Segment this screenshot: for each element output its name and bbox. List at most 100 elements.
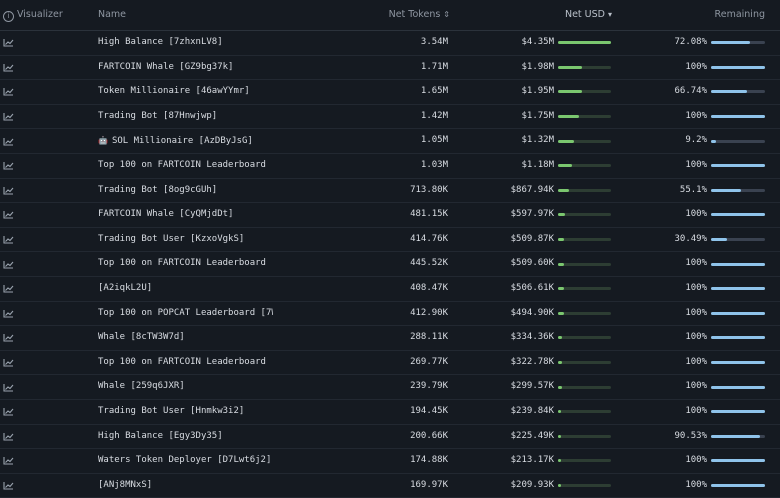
chart-icon[interactable] xyxy=(3,425,15,449)
chart-icon[interactable] xyxy=(3,228,15,252)
table-row[interactable]: Top 100 on FARTCOIN Leaderboard [… 445.52… xyxy=(0,252,780,277)
holder-name-text: [A2iqkL2U] xyxy=(98,282,153,293)
remaining-bar xyxy=(711,474,765,498)
table-row[interactable]: Top 100 on FARTCOIN Leaderboard [… 269.77… xyxy=(0,351,780,376)
holder-name[interactable]: Trading Bot [8og9cGUh] xyxy=(98,179,273,203)
remaining-value: 100% xyxy=(685,405,707,416)
remaining-bar-fill xyxy=(711,385,765,389)
table-row[interactable]: Trading Bot [87Hnwjwp] 1.42M $1.75M 100% xyxy=(0,105,780,130)
header-net-usd[interactable]: Net USD ▾ xyxy=(565,0,612,30)
holder-name[interactable]: Whale [8cTW3W7d] xyxy=(98,326,273,350)
chart-icon[interactable] xyxy=(3,474,15,498)
table-row[interactable]: FARTCOIN Whale [GZ9bg37k] 1.71M $1.98M 100% xyxy=(0,56,780,81)
remaining-value: 100% xyxy=(685,61,707,72)
holder-name-text: Top 100 on FARTCOIN Leaderboard [… xyxy=(98,258,273,269)
remaining-bar-fill xyxy=(711,65,765,69)
holder-name-text: SOL Millionaire [AzDByJsG] xyxy=(111,136,253,147)
chart-icon[interactable] xyxy=(3,203,15,227)
remaining-bar-fill xyxy=(711,213,765,217)
chart-icon[interactable] xyxy=(3,179,15,203)
net-usd-value: $4.35M xyxy=(521,37,554,47)
chart-icon[interactable] xyxy=(3,351,15,375)
chart-icon[interactable] xyxy=(3,277,15,301)
net-usd-bar-track xyxy=(558,65,611,69)
holder-name[interactable]: FARTCOIN Whale [CyQMjdDt] xyxy=(98,203,273,227)
chart-icon[interactable] xyxy=(3,31,15,55)
net-usd-value: $494.90K xyxy=(510,307,554,318)
chart-icon[interactable] xyxy=(3,154,15,178)
table-row[interactable]: Token Millionaire [46awYYmr] 1.65M $1.95M 6… xyxy=(0,80,780,105)
holder-name[interactable]: Top 100 on FARTCOIN Leaderboard [… xyxy=(98,351,273,375)
chart-icon[interactable] xyxy=(3,302,15,326)
holder-name[interactable]: 🤖 SOL Millionaire [AzDByJsG] xyxy=(98,129,273,153)
table-row[interactable]: Trading Bot [8og9cGUh] 713.80K $867.94K 55.… xyxy=(0,179,780,204)
net-usd-bar-fill xyxy=(558,385,562,389)
header-net-tokens[interactable]: Net Tokens ⇕ xyxy=(389,0,450,30)
remaining-bar xyxy=(711,351,765,375)
net-usd-value: $1.75M xyxy=(521,110,554,121)
holder-name-text: [ANj8MNxS] xyxy=(98,479,153,490)
remaining-bar-track xyxy=(711,238,765,242)
holder-name[interactable]: Top 100 on FARTCOIN Leaderboard [… xyxy=(98,252,273,276)
chart-icon[interactable] xyxy=(3,326,15,350)
header-visualizer[interactable]: i Visualizer xyxy=(3,0,63,30)
remaining-bar-fill xyxy=(711,164,765,168)
table-row[interactable]: [ANj8MNxS] 169.97K $209.93K 100% xyxy=(0,474,780,498)
holder-name[interactable]: [ANj8MNxS] xyxy=(98,474,273,498)
info-icon[interactable]: i xyxy=(3,11,14,22)
remaining-bar-track xyxy=(711,115,765,119)
holder-name[interactable]: FARTCOIN Whale [GZ9bg37k] xyxy=(98,56,273,80)
chart-icon[interactable] xyxy=(3,80,15,104)
header-name[interactable]: Name xyxy=(98,9,127,20)
sort-descending-icon[interactable]: ▾ xyxy=(607,10,612,19)
table-row[interactable]: [A2iqkL2U] 408.47K $506.61K 100% xyxy=(0,277,780,302)
table-row[interactable]: 🤖 SOL Millionaire [AzDByJsG] 1.05M $1.32M 9.… xyxy=(0,129,780,154)
sort-unsorted-icon[interactable]: ⇕ xyxy=(443,10,450,19)
chart-icon[interactable] xyxy=(3,129,15,153)
holder-name[interactable]: Top 100 on POPCAT Leaderboard [7W… xyxy=(98,302,273,326)
holder-name[interactable]: Top 100 on FARTCOIN Leaderboard [… xyxy=(98,154,273,178)
chart-icon[interactable] xyxy=(3,105,15,129)
remaining-bar-track xyxy=(711,287,765,291)
header-visualizer-label: Visualizer xyxy=(17,9,63,20)
table-row[interactable]: High Balance [7zhxnLV8] 3.54M $4.35M 72.08% xyxy=(0,31,780,56)
net-usd-bar-fill xyxy=(558,262,565,266)
table-row[interactable]: Top 100 on POPCAT Leaderboard [7W… 412.90… xyxy=(0,302,780,327)
holder-name[interactable]: [A2iqkL2U] xyxy=(98,277,273,301)
net-usd-bar xyxy=(558,31,611,55)
holder-name[interactable]: Trading Bot [87Hnwjwp] xyxy=(98,105,273,129)
holder-name[interactable]: High Balance [Egy3Dy35] xyxy=(98,425,273,449)
holder-name[interactable]: Token Millionaire [46awYYmr] xyxy=(98,80,273,104)
holder-name[interactable]: Waters Token Deployer [D7Lwt6j2] xyxy=(98,449,273,473)
holder-name-text: Top 100 on POPCAT Leaderboard [7W… xyxy=(98,307,273,318)
net-usd-bar xyxy=(558,375,611,399)
chart-icon[interactable] xyxy=(3,252,15,276)
table-row[interactable]: Whale [8cTW3W7d] 288.11K $334.36K 100% xyxy=(0,326,780,351)
remaining-value: 55.1% xyxy=(679,184,707,195)
table-row[interactable]: Whale [259q6JXR] 239.79K $299.57K 100% xyxy=(0,375,780,400)
chart-icon[interactable] xyxy=(3,449,15,473)
chart-icon[interactable] xyxy=(3,375,15,399)
net-usd-bar-fill xyxy=(558,188,569,192)
remaining-bar xyxy=(711,80,765,104)
holder-name[interactable]: Trading Bot User [Hnmkw3i2] xyxy=(98,400,273,424)
table-row[interactable]: Trading Bot User [Hnmkw3i2] 194.45K $239.8… xyxy=(0,400,780,425)
holder-name[interactable]: Trading Bot User [KzxoVgkS] xyxy=(98,228,273,252)
chart-icon[interactable] xyxy=(3,56,15,80)
remaining-bar-track xyxy=(711,188,765,192)
table-row[interactable]: Trading Bot User [KzxoVgkS] 414.76K $509.8… xyxy=(0,228,780,253)
remaining-value: 9.2% xyxy=(685,135,707,146)
net-tokens-value: 412.90K xyxy=(410,307,448,318)
holder-name[interactable]: High Balance [7zhxnLV8] xyxy=(98,31,273,55)
net-usd-bar-track xyxy=(558,361,611,365)
net-usd-bar-track xyxy=(558,115,611,119)
net-usd-bar-track xyxy=(558,164,611,168)
table-row[interactable]: FARTCOIN Whale [CyQMjdDt] 481.15K $597.97K… xyxy=(0,203,780,228)
header-remaining[interactable]: Remaining xyxy=(714,9,765,20)
table-row[interactable]: Top 100 on FARTCOIN Leaderboard [… 1.03M $… xyxy=(0,154,780,179)
remaining-bar-fill xyxy=(711,361,765,365)
table-row[interactable]: High Balance [Egy3Dy35] 200.66K $225.49K 90… xyxy=(0,425,780,450)
chart-icon[interactable] xyxy=(3,400,15,424)
holder-name[interactable]: Whale [259q6JXR] xyxy=(98,375,273,399)
robot-icon: 🤖 xyxy=(98,136,108,146)
